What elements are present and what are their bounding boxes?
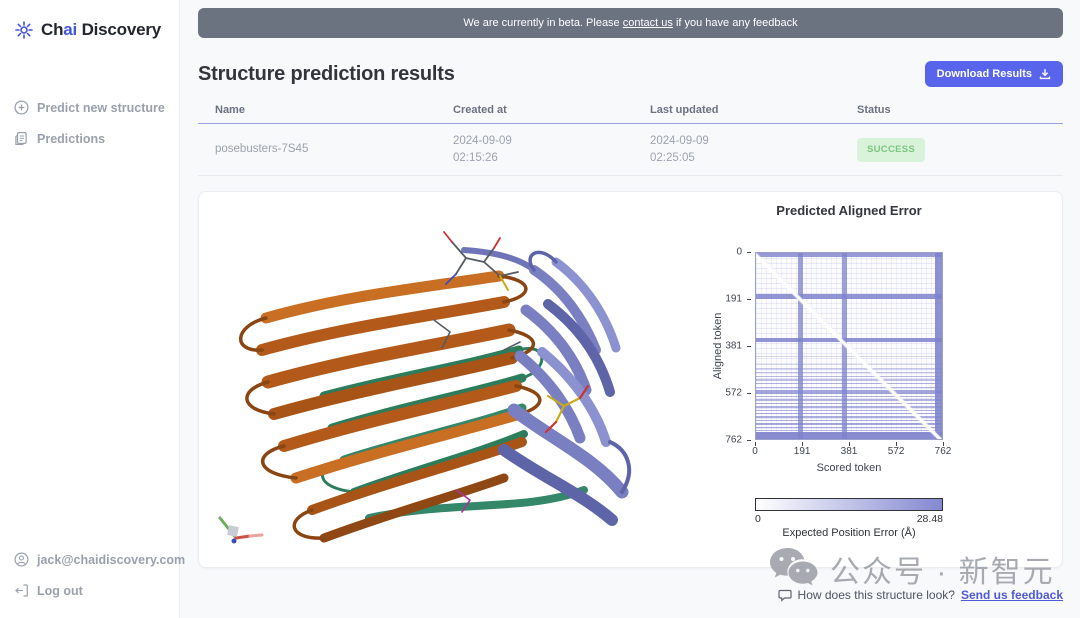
pae-x-ticks: 0 191 381 572 762 [752,442,951,458]
chai-flower-icon [15,21,33,39]
feedback-question: How does this structure look? [797,588,955,603]
send-feedback-link[interactable]: Send us feedback [960,588,1063,603]
sidebar-item-label: Predict new structure [37,100,165,115]
beta-banner: We are currently in beta. Please contact… [198,8,1063,38]
pae-colorbar-range: 0 28.48 [755,513,943,525]
predictions-table: Name Created at Last updated Status pose… [198,98,1063,177]
sidebar-item-predict-new-structure[interactable]: Predict new structure [0,92,179,123]
table-header-row: Name Created at Last updated Status [198,98,1063,124]
pae-colorbar [755,498,943,512]
logout-label: Log out [37,583,83,598]
logout-button[interactable]: Log out [0,575,179,606]
main-content: We are currently in beta. Please contact… [180,0,1080,618]
sidebar-item-predictions[interactable]: Predictions [0,123,179,154]
pae-y-ticks: 0 191 381 572 762 [701,247,751,446]
table-row[interactable]: posebusters-7S45 2024-09-09 02:15:26 2024… [198,124,1063,177]
row-last-updated: 2024-09-09 02:25:05 [650,135,709,164]
protein-render [239,231,632,543]
sidebar-item-label: Predictions [37,131,106,146]
pae-colorbar-label: Expected Position Error (Å) [782,527,916,540]
plus-circle-icon [14,100,29,115]
pae-chart-title: Predicted Aligned Error [776,203,922,219]
brand-name: Chai Discovery [41,20,162,39]
sidebar-footer: jack@chaidiscovery.com Log out [0,544,185,606]
brand-logo[interactable]: Chai Discovery [0,0,179,40]
protein-structure-viewer[interactable] [204,200,639,562]
row-created-at: 2024-09-09 02:15:26 [453,135,512,164]
user-email: jack@chaidiscovery.com [0,544,185,575]
column-header-status: Status [857,104,891,116]
logout-icon [15,584,28,597]
download-results-button[interactable]: Download Results [924,61,1063,87]
user-icon [14,552,29,567]
pae-plot [755,252,943,441]
banner-text: We are currently in beta. Please [463,17,623,29]
download-icon [1039,69,1051,80]
download-results-label: Download Results [936,68,1032,80]
pae-x-axis-label: Scored token [816,462,882,475]
sidebar: Chai Discovery Predict new structure [0,0,185,618]
colorbar-min-label: 0 [755,513,761,526]
chat-bubble-icon [777,590,792,603]
column-header-name: Name [215,104,245,116]
status-badge: SUCCESS [857,137,926,162]
column-header-created-at: Created at [453,104,507,116]
colorbar-max-label: 28.48 [916,513,943,526]
sidebar-nav: Predict new structure Predictions [0,92,179,154]
row-name: posebusters-7S45 [215,143,309,156]
user-email-label: jack@chaidiscovery.com [37,552,186,567]
orientation-axes-widget[interactable] [218,516,264,544]
page-title: Structure prediction results [198,62,455,85]
feedback-row: How does this structure look? Send us fe… [198,588,1063,602]
column-header-last-updated: Last updated [650,104,719,116]
banner-text: if you have any feedback [672,17,798,29]
contact-us-link[interactable]: contact us [622,17,673,29]
clipboard-icon [15,132,27,145]
row-status: SUCCESS [857,129,1063,171]
